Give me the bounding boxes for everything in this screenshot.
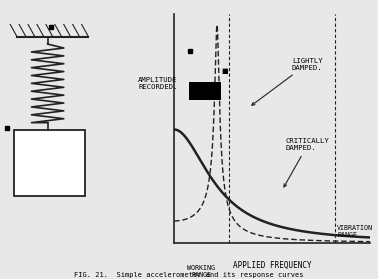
Text: CRITICALLY
DAMPED.: CRITICALLY DAMPED. — [284, 138, 330, 187]
Text: FIG. 21.  Simple accelerometer and its response curves: FIG. 21. Simple accelerometer and its re… — [74, 271, 304, 278]
Text: VIBRATION
RANGE: VIBRATION RANGE — [337, 225, 373, 238]
Text: APPLIED FREQUENCY: APPLIED FREQUENCY — [233, 261, 311, 270]
Text: WORKING
RANGE: WORKING RANGE — [187, 264, 215, 278]
Text: LIGHTLY
DAMPED.: LIGHTLY DAMPED. — [252, 57, 322, 105]
Text: ■: ■ — [222, 68, 228, 74]
Text: AMPLITUDE
RECORDED.: AMPLITUDE RECORDED. — [138, 77, 178, 90]
Bar — [14, 130, 85, 196]
